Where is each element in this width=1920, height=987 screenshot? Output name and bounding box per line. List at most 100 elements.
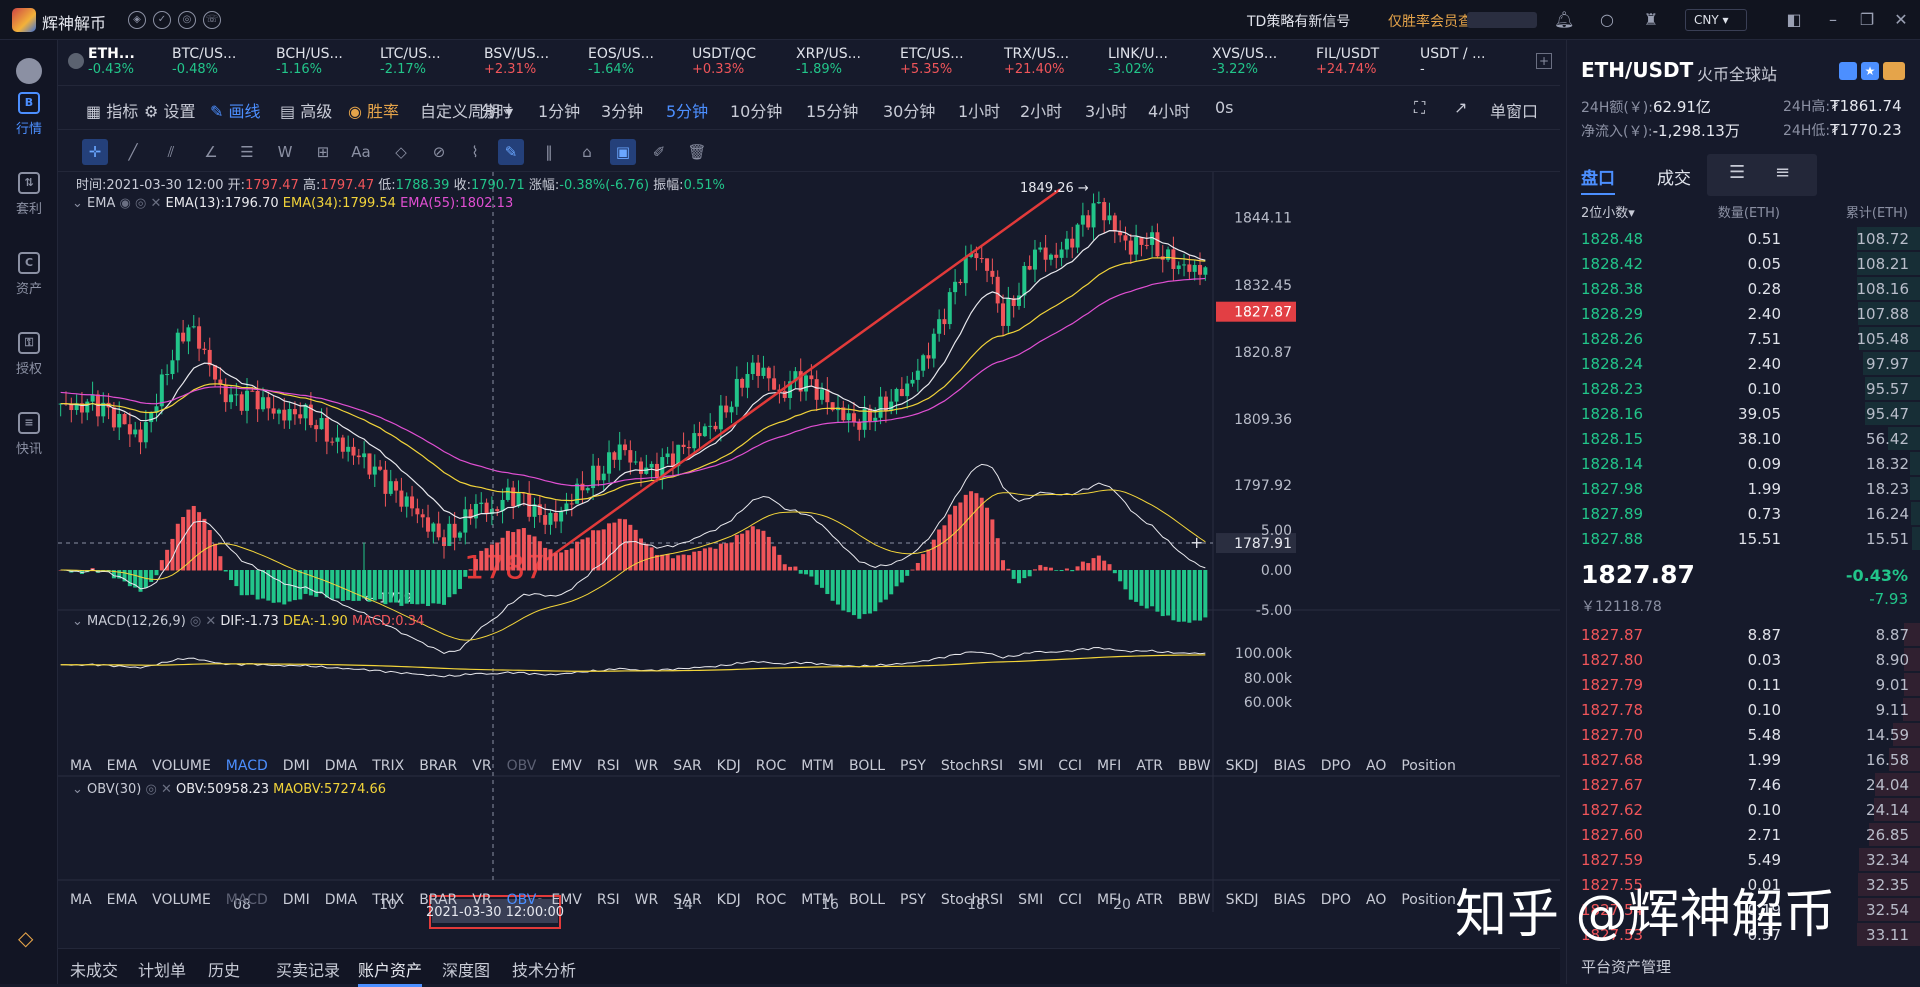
indicator-tab-ma[interactable]: MA <box>70 758 92 774</box>
indicator-tab-wr[interactable]: WR <box>635 758 659 774</box>
indicator-tab-trix[interactable]: TRIX <box>372 758 404 774</box>
indicator-tab-trix[interactable]: TRIX <box>372 892 404 908</box>
asset-management-link[interactable]: 平台资产管理 <box>1581 956 1671 977</box>
indicator-tab-kdj[interactable]: KDJ <box>717 758 741 774</box>
indicator-tab-ma[interactable]: MA <box>70 892 92 908</box>
settings-button[interactable]: ⚙ 设置 <box>144 98 195 122</box>
indicator-tab-obv[interactable]: OBV <box>507 758 537 774</box>
hlines-tool-icon[interactable]: ☰ <box>234 139 260 165</box>
indicator-tab-position[interactable]: Position <box>1401 758 1456 774</box>
indicator-tab-ao[interactable]: AO <box>1366 758 1386 774</box>
badge-icon[interactable]: ◈ <box>128 11 146 29</box>
tab-orderbook[interactable]: 盘口 <box>1581 164 1615 195</box>
chart-canvas[interactable]: 1844.111832.451820.871809.361797.921787.… <box>58 172 1560 948</box>
eraser-tool-icon[interactable]: ◇ <box>388 139 414 165</box>
restore-icon[interactable]: ❐ <box>1857 10 1877 30</box>
period-3[interactable]: 5分钟 <box>666 98 708 122</box>
ticker-8[interactable]: ETC/US...+5.35% <box>900 46 998 84</box>
indicator-tab-rsi[interactable]: RSI <box>597 892 620 908</box>
ruler-tool-icon[interactable]: ⌇ <box>462 139 488 165</box>
indicator-tab-sar[interactable]: SAR <box>673 892 701 908</box>
period-4[interactable]: 10分钟 <box>730 98 782 122</box>
bottom-tab-0[interactable]: 未成交 <box>70 957 118 981</box>
wave-tool-icon[interactable]: W <box>272 139 298 165</box>
bell-icon[interactable]: 🔔︎ <box>1554 10 1574 30</box>
fullscreen-icon[interactable]: ⛶ <box>1414 98 1425 118</box>
strategy-news[interactable]: TD策略有新信号 <box>1247 11 1350 31</box>
indicator-tab-atr[interactable]: ATR <box>1136 892 1163 908</box>
ticker-1[interactable]: BTC/US...-0.48% <box>172 46 270 84</box>
period-10[interactable]: 4小时 <box>1148 98 1190 122</box>
indicator-tab-smi[interactable]: SMI <box>1018 892 1043 908</box>
indicator-tab-roc[interactable]: ROC <box>756 758 787 774</box>
indicator-tab-wr[interactable]: WR <box>635 892 659 908</box>
indicator-tab-volume[interactable]: VOLUME <box>152 892 211 908</box>
indicator-tab-dmi[interactable]: DMI <box>283 892 310 908</box>
sidebar-item-3[interactable]: ⚿授权 <box>0 332 58 377</box>
period-11[interactable]: 0s <box>1215 98 1234 117</box>
indicator-tab-dpo[interactable]: DPO <box>1321 892 1351 908</box>
currency-select[interactable]: CNY ▾ <box>1685 9 1747 31</box>
layout-switcher[interactable] <box>1707 154 1817 196</box>
note-tool-icon[interactable]: ✐ <box>646 139 672 165</box>
indicator-tab-macd[interactable]: MACD <box>226 758 268 774</box>
indicator-tab-vr[interactable]: VR <box>472 758 491 774</box>
indicator-tab-skdj[interactable]: SKDJ <box>1226 758 1259 774</box>
search-icon[interactable]: ○ <box>1597 10 1617 30</box>
text-tool-icon[interactable]: Aa <box>348 139 374 165</box>
angle-tool-icon[interactable]: ∠ <box>198 139 224 165</box>
indicator-tab-bias[interactable]: BIAS <box>1274 892 1306 908</box>
indicator-tab-mfi[interactable]: MFI <box>1097 892 1121 908</box>
indicator-tab-mfi[interactable]: MFI <box>1097 758 1121 774</box>
bottom-tab-1[interactable]: 计划单 <box>138 957 186 981</box>
ticker-2[interactable]: BCH/US...-1.16% <box>276 46 374 84</box>
indicator-tab-mtm[interactable]: MTM <box>801 892 834 908</box>
indicator-tab-brar[interactable]: BRAR <box>419 758 457 774</box>
line-tool-icon[interactable]: ╱ <box>120 139 146 165</box>
dock-icon[interactable]: ◧ <box>1784 10 1804 30</box>
ticker-11[interactable]: XVS/US...-3.22% <box>1212 46 1310 84</box>
add-ticker-icon[interactable]: + <box>1536 53 1552 69</box>
indicator-tab-bbw[interactable]: BBW <box>1178 758 1211 774</box>
bottom-tab-6[interactable]: 技术分析 <box>512 957 576 981</box>
period-1[interactable]: 1分钟 <box>538 98 580 122</box>
tab-trades[interactable]: 成交 <box>1657 164 1691 189</box>
bars-tool-icon[interactable]: ‖ <box>536 139 562 165</box>
indicator-tab-psy[interactable]: PSY <box>900 892 926 908</box>
indicator-tab-dpo[interactable]: DPO <box>1321 758 1351 774</box>
channel-tool-icon[interactable]: ⫽ <box>158 139 184 165</box>
close-icon[interactable]: ✕ <box>1891 10 1911 30</box>
ticker-5[interactable]: EOS/US...-1.64% <box>588 46 686 84</box>
indicator-tab-volume[interactable]: VOLUME <box>152 758 211 774</box>
indicator-tab-brar[interactable]: BRAR <box>419 892 457 908</box>
indicator-tab-kdj[interactable]: KDJ <box>717 892 741 908</box>
single-window-button[interactable]: 单窗口 <box>1490 98 1538 122</box>
bottom-tab-3[interactable]: 买卖记录 <box>276 957 340 981</box>
bookmark-tool-icon[interactable]: ▣ <box>610 139 636 165</box>
indicator-tab-dma[interactable]: DMA <box>325 758 357 774</box>
shirt-icon[interactable]: ♜ <box>1641 10 1661 30</box>
indicator-tab-roc[interactable]: ROC <box>756 892 787 908</box>
period-7[interactable]: 1小时 <box>958 98 1000 122</box>
indicator-tab-cci[interactable]: CCI <box>1058 758 1082 774</box>
compass-icon[interactable]: ◎ <box>178 11 196 29</box>
indicator-tab-mtm[interactable]: MTM <box>801 758 834 774</box>
ticker-6[interactable]: USDT/QC+0.33% <box>692 46 790 84</box>
popout-icon[interactable]: ↗ <box>1454 98 1467 117</box>
